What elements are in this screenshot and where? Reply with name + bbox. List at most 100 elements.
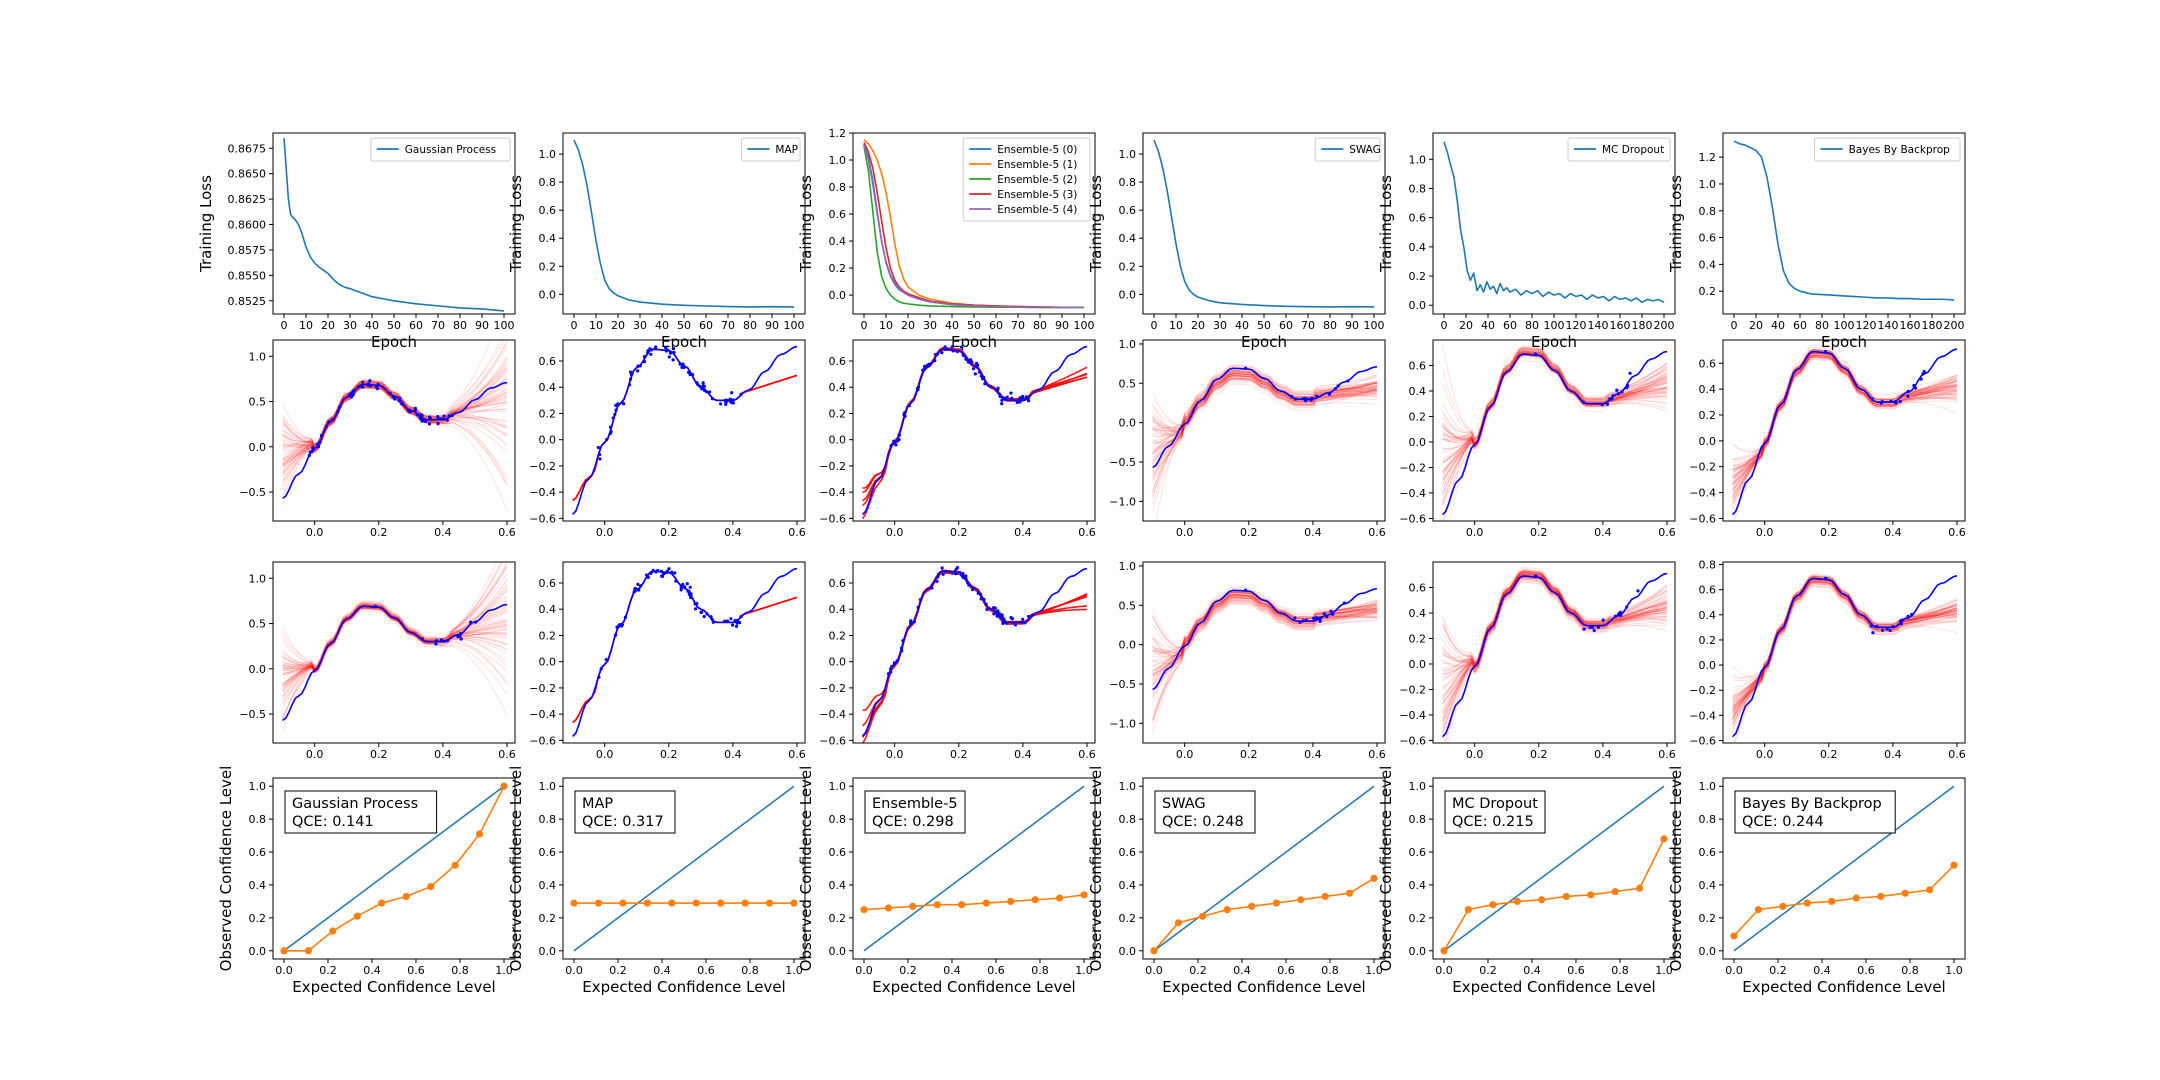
calibration-point — [1007, 897, 1015, 906]
calibration-point — [860, 906, 868, 914]
observation-point — [664, 346, 668, 350]
observation-point — [895, 659, 899, 663]
x-tick-label: 0.0 — [1435, 964, 1453, 977]
calibration-point — [1611, 887, 1619, 896]
y-tick-label: 1.0 — [249, 350, 267, 363]
observation-point — [672, 350, 676, 355]
observation-point — [664, 570, 668, 575]
x-tick-label: 160 — [1900, 319, 1921, 332]
y-tick-label: 0.0 — [1699, 659, 1717, 672]
observation-point — [730, 623, 735, 627]
x-tick-label: 0.4 — [1304, 748, 1322, 761]
legend-entry: SWAG — [1349, 144, 1381, 156]
observation-point — [933, 359, 937, 363]
y-tick-label: −0.6 — [1399, 512, 1426, 525]
x-tick-label: 60 — [1503, 319, 1517, 332]
observation-point — [1921, 372, 1925, 376]
x-tick-label: 0 — [1151, 319, 1158, 332]
y-tick-label: 0.8 — [1699, 813, 1717, 826]
observation-point — [368, 379, 372, 383]
x-tick-label: 100 — [1364, 319, 1385, 332]
observation-point — [1906, 614, 1910, 619]
calibration-point — [280, 947, 288, 955]
y-axis-label: Training Loss — [1377, 175, 1395, 273]
observation-point — [1294, 397, 1298, 401]
y-tick-label: 1.0 — [1409, 780, 1427, 793]
x-tick-label: 0.6 — [1948, 526, 1966, 539]
observation-point — [427, 422, 432, 426]
x-tick-label: 80 — [743, 319, 757, 332]
x-tick-label: 100 — [1834, 319, 1855, 332]
true-function — [1152, 365, 1378, 469]
observation-point — [953, 569, 957, 573]
observation-point — [1620, 390, 1624, 394]
panel-pred2-mcdropout: 0.0 0.2 0.4 0.6 −0.6 −0.4 −0.2 0.0 0.2 0.4 0.6 — [1399, 561, 1676, 761]
x-tick-label: 0 — [1441, 319, 1448, 332]
observation-point — [420, 419, 424, 423]
axes-frame — [562, 339, 806, 522]
observation-point — [941, 572, 945, 576]
observation-point — [350, 395, 354, 399]
observation-point — [690, 373, 695, 377]
observation-point — [1303, 396, 1307, 401]
observation-point — [922, 364, 927, 368]
sample-curve — [282, 579, 508, 719]
x-tick-label: 200 — [1654, 319, 1675, 332]
observation-point — [1592, 628, 1596, 633]
observation-point — [1023, 621, 1027, 625]
x-tick-label: 30 — [923, 319, 937, 332]
axes-frame — [1142, 339, 1386, 522]
observation-point — [723, 619, 727, 623]
calibration-point — [958, 901, 966, 909]
observation-point — [1327, 392, 1332, 396]
y-tick-label: 0.4 — [249, 879, 267, 892]
sample-curve — [1442, 354, 1668, 463]
sample-curve — [282, 580, 508, 718]
observation-point — [338, 405, 342, 409]
y-tick-label: 0.4 — [539, 603, 557, 616]
observation-point — [1010, 617, 1014, 621]
observation-point — [1885, 627, 1889, 631]
observation-point — [434, 642, 438, 646]
observation-point — [1021, 617, 1025, 621]
axes-frame — [852, 339, 1096, 522]
observation-point — [1329, 609, 1333, 613]
x-tick-label: 200 — [1944, 319, 1965, 332]
y-tick-label: 0.8 — [829, 813, 847, 826]
observation-point — [950, 345, 954, 349]
y-tick-label: 0.2 — [1699, 409, 1717, 422]
y-tick-label: −0.4 — [1399, 709, 1426, 722]
series-line-0 — [573, 139, 795, 308]
observation-point — [1336, 384, 1340, 388]
x-tick-label: 80 — [1815, 319, 1829, 332]
sample-curve — [1442, 360, 1668, 506]
x-axis-label: Expected Confidence Level — [1162, 978, 1365, 996]
calibration-point — [1464, 906, 1473, 914]
observation-point — [897, 433, 901, 437]
observation-point — [681, 582, 685, 586]
observation-point — [918, 598, 922, 602]
observation-point — [1625, 605, 1629, 609]
x-tick-label: 50 — [677, 319, 691, 332]
method-name-label: Gaussian Process — [292, 796, 418, 812]
calibration-curve — [1443, 838, 1665, 952]
observation-point — [667, 355, 671, 359]
observation-point — [659, 569, 663, 573]
observation-point — [902, 412, 906, 417]
y-tick-label: 0.4 — [1119, 879, 1137, 892]
x-tick-label: 0.2 — [609, 964, 627, 977]
y-tick-label: 0.4 — [1409, 879, 1427, 892]
sample-curve — [282, 380, 508, 446]
x-tick-label: 60 — [699, 319, 713, 332]
panel-loss-gp: 0 10 20 30 40 50 60 70 80 90 100 0.8525 0.8550 0.8575… — [197, 132, 516, 351]
y-tick-label: 0.2 — [1409, 912, 1427, 925]
x-tick-label: 0.0 — [1756, 526, 1774, 539]
y-tick-label: 1.0 — [249, 572, 267, 585]
x-tick-label: 30 — [633, 319, 647, 332]
y-tick-label: 0.6 — [1119, 846, 1137, 859]
y-tick-label: 1.2 — [1699, 151, 1717, 164]
calibration-point — [570, 899, 578, 907]
observation-point — [709, 615, 713, 619]
panel-cal-mcdropout: 0.0 0.2 0.4 0.6 0.8 1.00.00.20.40.60.81.0Expe… — [1377, 766, 1676, 996]
observation-point — [967, 583, 971, 587]
